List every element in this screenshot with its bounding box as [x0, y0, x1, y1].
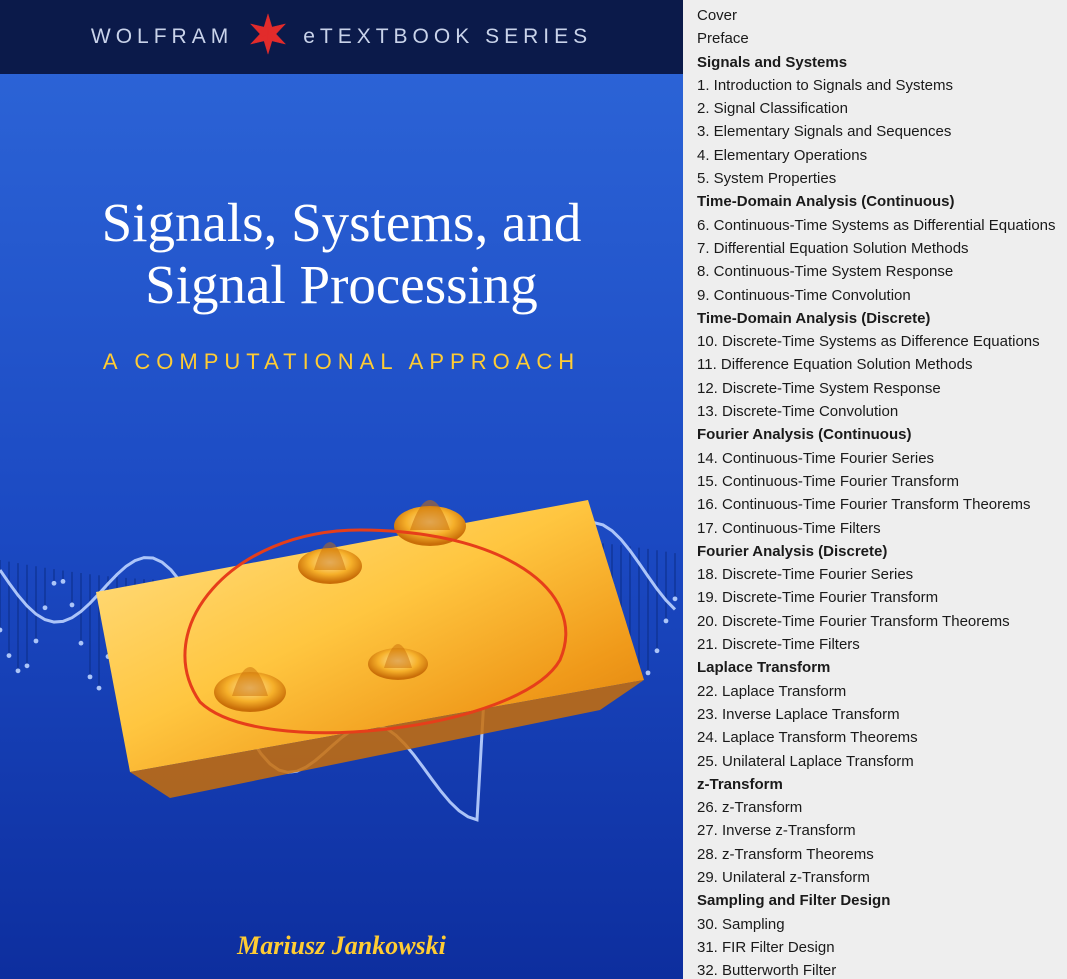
toc-heading[interactable]: Fourier Analysis (Continuous)	[697, 423, 1057, 446]
toc-item[interactable]: 13. Discrete-Time Convolution	[697, 400, 1057, 423]
toc-heading[interactable]: z-Transform	[697, 773, 1057, 796]
toc-item[interactable]: 20. Discrete-Time Fourier Transform Theo…	[697, 610, 1057, 633]
toc-item[interactable]: 29. Unilateral z-Transform	[697, 866, 1057, 889]
toc-item[interactable]: 4. Elementary Operations	[697, 144, 1057, 167]
toc-item[interactable]: Cover	[697, 4, 1057, 27]
series-bar: WOLFRAM eTEXTBOOK SERIES	[0, 0, 683, 74]
toc-heading[interactable]: Time-Domain Analysis (Discrete)	[697, 307, 1057, 330]
toc-item[interactable]: 27. Inverse z-Transform	[697, 819, 1057, 842]
cover-subtitle: A COMPUTATIONAL APPROACH	[0, 349, 683, 375]
toc-item[interactable]: 9. Continuous-Time Convolution	[697, 284, 1057, 307]
cover-author: Mariusz Jankowski	[0, 931, 683, 961]
toc-item[interactable]: 6. Continuous-Time Systems as Differenti…	[697, 214, 1057, 237]
toc-item[interactable]: Preface	[697, 27, 1057, 50]
toc-item[interactable]: 16. Continuous-Time Fourier Transform Th…	[697, 493, 1057, 516]
toc-heading[interactable]: Fourier Analysis (Discrete)	[697, 540, 1057, 563]
toc-item[interactable]: 5. System Properties	[697, 167, 1057, 190]
toc-item[interactable]: 32. Butterworth Filter	[697, 959, 1057, 979]
toc-heading[interactable]: Signals and Systems	[697, 51, 1057, 74]
toc-item[interactable]: 31. FIR Filter Design	[697, 936, 1057, 959]
toc-item[interactable]: 17. Continuous-Time Filters	[697, 517, 1057, 540]
book-cover: WOLFRAM eTEXTBOOK SERIES Signals, System…	[0, 0, 683, 979]
toc-item[interactable]: 1. Introduction to Signals and Systems	[697, 74, 1057, 97]
toc-heading[interactable]: Sampling and Filter Design	[697, 889, 1057, 912]
toc-item[interactable]: 21. Discrete-Time Filters	[697, 633, 1057, 656]
toc-item[interactable]: 15. Continuous-Time Fourier Transform	[697, 470, 1057, 493]
toc-item[interactable]: 10. Discrete-Time Systems as Difference …	[697, 330, 1057, 353]
toc-heading[interactable]: Time-Domain Analysis (Continuous)	[697, 190, 1057, 213]
toc-item[interactable]: 11. Difference Equation Solution Methods	[697, 353, 1057, 376]
toc-item[interactable]: 24. Laplace Transform Theorems	[697, 726, 1057, 749]
toc-item[interactable]: 19. Discrete-Time Fourier Transform	[697, 586, 1057, 609]
toc-item[interactable]: 18. Discrete-Time Fourier Series	[697, 563, 1057, 586]
title-line2: Signal Processing	[145, 254, 538, 315]
toc-item[interactable]: 2. Signal Classification	[697, 97, 1057, 120]
toc-item[interactable]: 7. Differential Equation Solution Method…	[697, 237, 1057, 260]
cover-title: Signals, Systems, and Signal Processing	[0, 192, 683, 315]
toc-item[interactable]: 25. Unilateral Laplace Transform	[697, 750, 1057, 773]
toc-item[interactable]: 26. z-Transform	[697, 796, 1057, 819]
toc-item[interactable]: 12. Discrete-Time System Response	[697, 377, 1057, 400]
toc-item[interactable]: 8. Continuous-Time System Response	[697, 260, 1057, 283]
toc-item[interactable]: 23. Inverse Laplace Transform	[697, 703, 1057, 726]
wolfram-spikey-icon	[247, 13, 289, 61]
toc-item[interactable]: 28. z-Transform Theorems	[697, 843, 1057, 866]
toc-item[interactable]: 3. Elementary Signals and Sequences	[697, 120, 1057, 143]
series-right: eTEXTBOOK SERIES	[303, 25, 592, 49]
cover-3d-graphic	[0, 380, 683, 940]
table-of-contents: CoverPrefaceSignals and Systems1. Introd…	[683, 0, 1067, 979]
toc-item[interactable]: 14. Continuous-Time Fourier Series	[697, 447, 1057, 470]
title-line1: Signals, Systems, and	[102, 192, 582, 253]
toc-heading[interactable]: Laplace Transform	[697, 656, 1057, 679]
series-left: WOLFRAM	[91, 25, 233, 49]
toc-item[interactable]: 30. Sampling	[697, 913, 1057, 936]
toc-item[interactable]: 22. Laplace Transform	[697, 680, 1057, 703]
